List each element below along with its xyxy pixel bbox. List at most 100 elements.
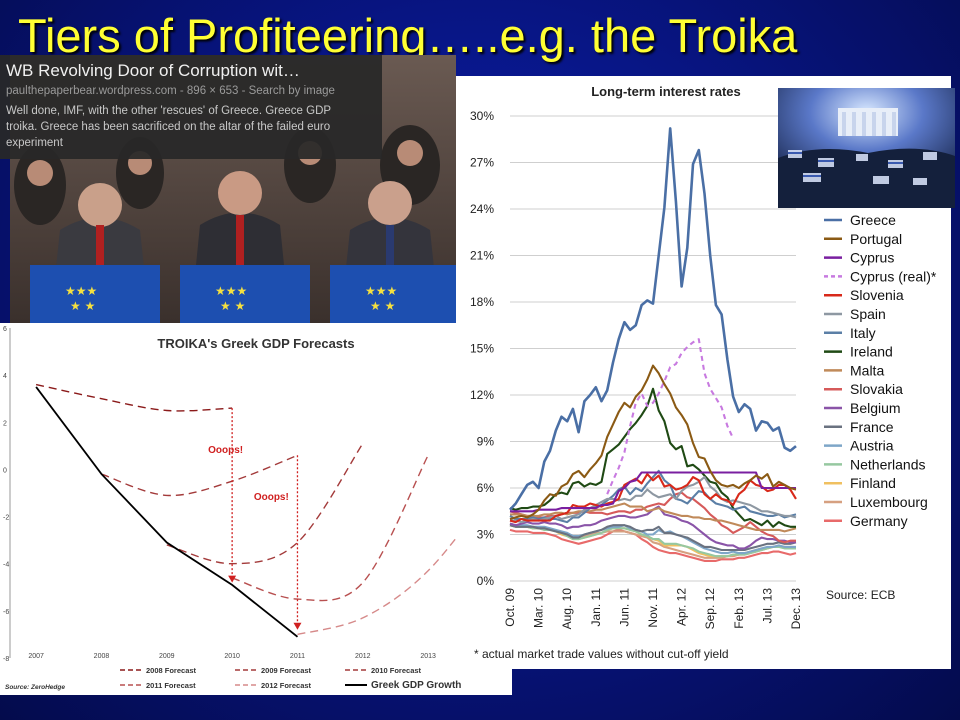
gdp-x-tick-label: 2007 bbox=[28, 653, 44, 660]
svg-text:★ ★: ★ ★ bbox=[220, 299, 245, 313]
rates-legend-label: Cyprus (real)* bbox=[850, 268, 937, 284]
gdp-legend-label: 2012 Forecast bbox=[261, 681, 312, 690]
rates-legend-label: Portugal bbox=[850, 231, 902, 247]
rates-series-line bbox=[509, 528, 797, 562]
rates-legend-label: Italy bbox=[850, 325, 876, 341]
rates-y-tick-label: 27% bbox=[470, 156, 494, 170]
rates-legend-label: Greece bbox=[850, 212, 896, 228]
gdp-y-tick-label: 6 bbox=[3, 326, 7, 333]
rates-y-tick-label: 30% bbox=[470, 109, 494, 123]
ooops-arrow-head bbox=[293, 622, 302, 630]
rates-footnote: * actual market trade values without cut… bbox=[474, 647, 729, 661]
rates-y-tick-label: 21% bbox=[470, 249, 494, 263]
interest-rates-svg: 0% 3% 6% 9% 12% 15% 18% 21% 24% 27% 30% Long-term i… bbox=[470, 84, 937, 661]
rates-legend-label: Finland bbox=[850, 475, 896, 491]
rates-legend-label: Austria bbox=[850, 438, 894, 454]
gdp-y-tick-label: 4 bbox=[3, 373, 7, 380]
result-caption-line: experiment bbox=[6, 137, 63, 149]
gdp-legend-label: Greek GDP Growth bbox=[371, 680, 461, 691]
result-caption-line: Well done, IMF, with the other 'rescues'… bbox=[6, 105, 332, 117]
rates-x-tick-label: Jan. 11 bbox=[589, 588, 603, 627]
rates-legend-label: Netherlands bbox=[850, 456, 926, 472]
rates-y-tick-label: 15% bbox=[470, 342, 494, 356]
rates-chart-title: Long-term interest rates bbox=[591, 84, 741, 99]
rates-x-tick-label: Jun. 11 bbox=[617, 588, 631, 627]
rates-legend-label: Spain bbox=[850, 306, 886, 322]
rates-x-tick-label: Aug. 10 bbox=[560, 588, 574, 630]
rates-x-tick-label: Apr. 12 bbox=[675, 588, 689, 626]
gdp-y-tick-label: 0 bbox=[3, 467, 7, 474]
gdp-x-tick-label: 2010 bbox=[224, 653, 240, 660]
gdp-x-tick-label: 2013 bbox=[420, 653, 436, 660]
rates-legend-label: Belgium bbox=[850, 400, 901, 416]
gdp-series-line bbox=[166, 443, 364, 565]
interest-rates-chart: 0% 3% 6% 9% 12% 15% 18% 21% 24% 27% 30% Long-term i… bbox=[456, 76, 951, 669]
gdp-chart-title: TROIKA's Greek GDP Forecasts bbox=[157, 336, 354, 351]
svg-text:★★★: ★★★ bbox=[215, 284, 247, 298]
gdp-y-tick-label: 2 bbox=[3, 420, 7, 427]
rates-series-line bbox=[509, 522, 796, 555]
image-search-result-card[interactable]: WB Revolving Door of Corruption wit… pau… bbox=[0, 55, 382, 159]
rates-x-tick-label: Dec. 13 bbox=[789, 588, 803, 630]
gdp-y-tick-label: -6 bbox=[3, 609, 9, 616]
slide-title: Tiers of Profiteering…..e.g. the Troika bbox=[18, 9, 798, 62]
svg-text:★★★: ★★★ bbox=[65, 284, 97, 298]
gdp-series-line bbox=[231, 454, 429, 602]
protest-photo bbox=[778, 88, 955, 208]
rates-legend-label: Ireland bbox=[850, 344, 893, 360]
rates-x-tick-label: Feb. 13 bbox=[732, 588, 746, 629]
gdp-source: Source: ZeroHedge bbox=[5, 684, 65, 691]
rates-y-tick-label: 3% bbox=[477, 528, 495, 542]
rates-x-tick-label: Jul. 13 bbox=[760, 588, 774, 624]
gdp-x-tick-label: 2011 bbox=[290, 653, 305, 660]
gdp-series-line bbox=[35, 386, 299, 638]
gdp-legend-label: 2008 Forecast bbox=[146, 666, 197, 675]
gdp-legend-label: 2010 Forecast bbox=[371, 666, 422, 675]
rates-x-tick-label: Sep. 12 bbox=[703, 588, 717, 630]
rates-legend-label: Cyprus bbox=[850, 250, 894, 266]
gdp-x-tick-label: 2009 bbox=[159, 653, 175, 660]
rates-y-tick-label: 18% bbox=[470, 295, 494, 309]
rates-series-line bbox=[510, 502, 797, 533]
gdp-legend-label: 2009 Forecast bbox=[261, 666, 312, 675]
gdp-y-tick-label: -2 bbox=[3, 515, 9, 522]
gdp-x-tick-label: 2008 bbox=[94, 653, 110, 660]
rates-legend-label: France bbox=[850, 419, 894, 435]
gdp-x-tick-label: 2012 bbox=[355, 653, 371, 660]
svg-text:★★★: ★★★ bbox=[365, 284, 397, 298]
rates-y-tick-label: 24% bbox=[470, 202, 494, 216]
result-caption-line: troika. Greece has been sacrificed on th… bbox=[6, 121, 331, 133]
svg-text:★ ★: ★ ★ bbox=[370, 299, 395, 313]
ooops-annotation: Ooops! bbox=[254, 492, 289, 503]
rates-y-tick-label: 12% bbox=[470, 388, 494, 402]
rates-series-line bbox=[509, 524, 797, 552]
rates-legend-label: Germany bbox=[850, 513, 908, 529]
gdp-y-tick-label: -4 bbox=[3, 562, 9, 569]
gdp-series-line bbox=[101, 454, 298, 497]
gdp-y-tick-label: -8 bbox=[3, 656, 9, 663]
rates-x-tick-label: Oct. 09 bbox=[503, 588, 517, 627]
rates-x-tick-label: Mar. 10 bbox=[532, 588, 546, 628]
gdp-series-line bbox=[35, 383, 233, 412]
ooops-annotation: Ooops! bbox=[208, 445, 243, 456]
rates-y-tick-label: 9% bbox=[477, 435, 495, 449]
rates-x-tick-label: Nov. 11 bbox=[646, 588, 660, 628]
rates-series-line bbox=[510, 476, 797, 524]
rates-series-line bbox=[509, 364, 797, 521]
rates-legend-label: Malta bbox=[850, 362, 884, 378]
rates-series-line bbox=[510, 471, 796, 513]
rates-legend-label: Luxembourg bbox=[850, 494, 928, 510]
gdp-forecast-chart: 6 4 2 0 -2 -4 -6 -8 2007 2008 2009 2010 2011 2012 2013… bbox=[0, 323, 512, 695]
gdp-forecast-svg: 6 4 2 0 -2 -4 -6 -8 2007 2008 2009 2010 2011 2012 2013… bbox=[3, 326, 495, 691]
rates-series-line bbox=[509, 469, 797, 524]
rates-legend-label: Slovakia bbox=[850, 381, 903, 397]
result-caption: Well done, IMF, with the other 'rescues'… bbox=[6, 103, 376, 151]
rates-series-line bbox=[509, 127, 797, 511]
rates-source: Source: ECB bbox=[826, 588, 895, 602]
result-title[interactable]: WB Revolving Door of Corruption wit… bbox=[6, 61, 300, 80]
rates-y-tick-label: 0% bbox=[477, 574, 495, 588]
ooops-arrow-head bbox=[228, 575, 237, 583]
gdp-legend-label: 2011 Forecast bbox=[146, 681, 196, 690]
result-source: paulthepaperbear.wordpress.com - 896 × 6… bbox=[6, 85, 335, 97]
rates-legend-label: Slovenia bbox=[850, 287, 904, 303]
